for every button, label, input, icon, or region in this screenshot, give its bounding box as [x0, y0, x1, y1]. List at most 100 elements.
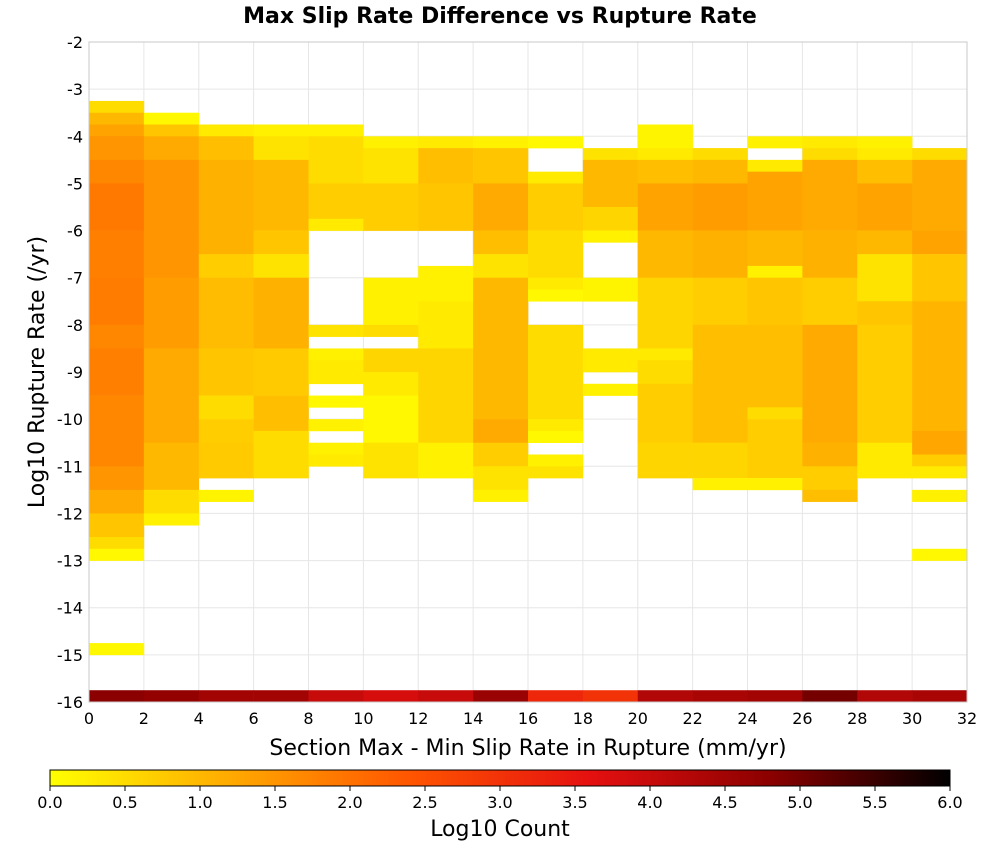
heatmap-cell	[363, 324, 419, 337]
heatmap-cell	[143, 442, 200, 491]
heatmap-cell	[582, 230, 639, 243]
heatmap-cell	[582, 348, 639, 373]
heatmap-cell	[473, 489, 529, 502]
heatmap-cell	[802, 230, 858, 279]
heatmap-cell	[253, 159, 309, 231]
heatmap-cell	[637, 148, 693, 161]
x-tick-label: 10	[353, 709, 373, 728]
heatmap-cell	[528, 289, 584, 302]
heatmap-cell	[418, 348, 474, 444]
colorbar-tick-label: 4.0	[637, 793, 662, 812]
colorbar-tick-label: 2.0	[337, 793, 362, 812]
heatmap-cell	[857, 324, 913, 444]
heatmap-cell	[89, 100, 145, 114]
heatmap-cell	[198, 442, 254, 479]
x-axis-label: Section Max - Min Slip Rate in Rupture (…	[269, 736, 786, 761]
heatmap-cell	[528, 466, 584, 479]
heatmap-cell	[89, 466, 145, 491]
heatmap-cell	[857, 690, 913, 703]
heatmap-cell	[308, 442, 364, 455]
heatmap-cell	[857, 301, 913, 326]
heatmap-cell	[253, 430, 309, 479]
x-axis-ticks: 0 2 4 6 8 10 12 14 16 18 20 22 24 26 28 30 32	[84, 709, 977, 728]
heatmap-cell	[528, 136, 584, 149]
heatmap-cell	[637, 442, 693, 479]
heatmap-cell	[637, 360, 693, 385]
heatmap-cell	[89, 324, 145, 349]
heatmap-cell	[473, 419, 529, 444]
y-tick-label: -10	[57, 410, 83, 429]
heatmap-cell	[473, 254, 529, 279]
y-tick-label: -8	[67, 316, 83, 335]
heatmap-cell	[473, 442, 529, 467]
y-tick-label: -4	[67, 127, 83, 146]
heatmap-cell	[418, 690, 474, 703]
heatmap-cell	[253, 136, 309, 161]
heatmap-cell	[253, 254, 309, 279]
heatmap-cell	[912, 159, 968, 231]
heatmap-cell	[253, 124, 309, 137]
x-tick-label: 18	[573, 709, 593, 728]
heatmap-cell	[692, 230, 748, 279]
x-tick-label: 14	[463, 709, 483, 728]
x-tick-label: 16	[518, 709, 538, 728]
heatmap-cell	[747, 478, 803, 491]
heatmap-cell	[912, 230, 968, 255]
heatmap-cell	[857, 183, 913, 231]
heatmap-cell	[528, 277, 584, 290]
heatmap-cell	[363, 183, 419, 231]
y-tick-label: -13	[57, 552, 83, 571]
heatmap-cell	[912, 548, 968, 561]
heatmap-cell	[418, 136, 474, 149]
colorbar-tick-label: 3.0	[487, 793, 512, 812]
heatmap-cell	[747, 230, 803, 267]
heatmap-cell	[582, 383, 639, 396]
colorbar-tick-label: 3.5	[562, 793, 587, 812]
heatmap-cell	[692, 148, 748, 161]
heatmap-cell	[308, 218, 364, 231]
heatmap-cell	[692, 690, 748, 703]
y-tick-label: -2	[67, 33, 83, 52]
colorbar-tick-label: 0.0	[37, 793, 62, 812]
heatmap-cell	[143, 112, 200, 125]
x-tick-label: 8	[303, 709, 313, 728]
heatmap-cell	[143, 348, 200, 444]
heatmap-cell	[637, 230, 693, 279]
heatmap-cell	[253, 230, 309, 255]
heatmap-cell	[473, 690, 529, 703]
heatmap-cell	[89, 277, 145, 326]
heatmap-cell	[418, 324, 474, 349]
heatmap-cell	[747, 407, 803, 420]
heatmap-cell	[473, 277, 529, 420]
heatmap-cell	[857, 159, 913, 184]
heatmap-cell	[692, 478, 748, 491]
heatmap-cell	[363, 690, 419, 703]
heatmap-cell	[198, 277, 254, 349]
heatmap-cell	[143, 136, 200, 161]
heatmap-cell	[308, 124, 364, 137]
x-tick-label: 20	[628, 709, 648, 728]
heatmap-cell	[253, 690, 309, 703]
heatmap-cell	[89, 183, 145, 231]
heatmap-cell	[912, 301, 968, 432]
heatmap-cell	[802, 466, 858, 491]
heatmap-cell	[89, 643, 145, 656]
colorbar	[49, 769, 951, 787]
heatmap-cell	[637, 124, 693, 149]
heatmap-cell	[912, 466, 968, 479]
heatmap-cell	[912, 254, 968, 302]
heatmap-cell	[802, 148, 858, 161]
heatmap-cell	[637, 277, 693, 349]
heatmap-cell	[528, 419, 584, 432]
heatmap-cell	[637, 383, 693, 444]
heatmap-cell	[89, 348, 145, 396]
heatmap-cell	[418, 148, 474, 184]
heatmap-cell	[747, 171, 803, 231]
heatmap-cell	[747, 265, 803, 279]
heatmap-cell	[198, 159, 254, 255]
heatmap-cell	[198, 395, 254, 420]
heatmap-cell	[747, 690, 803, 703]
heatmap-cell	[912, 454, 968, 467]
y-axis-ticks: -2 -3 -4 -5 -6 -7 -8 -9 -10 -11 -12 -13 -14 -15 -16	[57, 33, 83, 712]
heatmap-cell	[912, 148, 968, 161]
